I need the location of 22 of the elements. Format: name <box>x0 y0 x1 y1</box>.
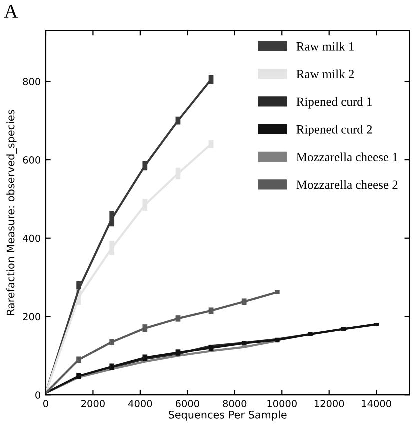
y-tick-label: 0 <box>36 392 40 399</box>
y-axis-title: Rarefaction Measure: observed_species <box>6 110 18 316</box>
legend-label: Raw milk 2 <box>296 70 354 79</box>
x-tick-label: 14000 <box>362 400 392 408</box>
x-tick-label: 4000 <box>128 400 152 408</box>
y-tick-label: 400 <box>23 234 40 242</box>
x-tick-label: 2000 <box>82 400 105 408</box>
x-tick-label: 10000 <box>268 400 297 408</box>
x-tick-label: 12000 <box>314 400 344 408</box>
x-axis-title: Sequences Per Sample <box>168 410 287 421</box>
legend-label: Mozzarella cheese 2 <box>296 180 398 190</box>
y-tick-label: 600 <box>23 156 40 164</box>
x-tick-label: 8000 <box>223 400 247 408</box>
legend-label: Mozzarella cheese 1 <box>296 152 398 162</box>
x-tick-label: 6000 <box>176 400 200 408</box>
legend-label: Ripened curd 1 <box>296 97 372 109</box>
y-tick-label: 800 <box>23 78 40 86</box>
legend-label: Ripened curd 2 <box>296 125 372 136</box>
legend-label: Raw milk 1 <box>296 42 354 51</box>
y-tick-label: 200 <box>23 313 40 321</box>
x-tick-label: 0 <box>44 400 48 408</box>
text: A <box>4 5 18 18</box>
